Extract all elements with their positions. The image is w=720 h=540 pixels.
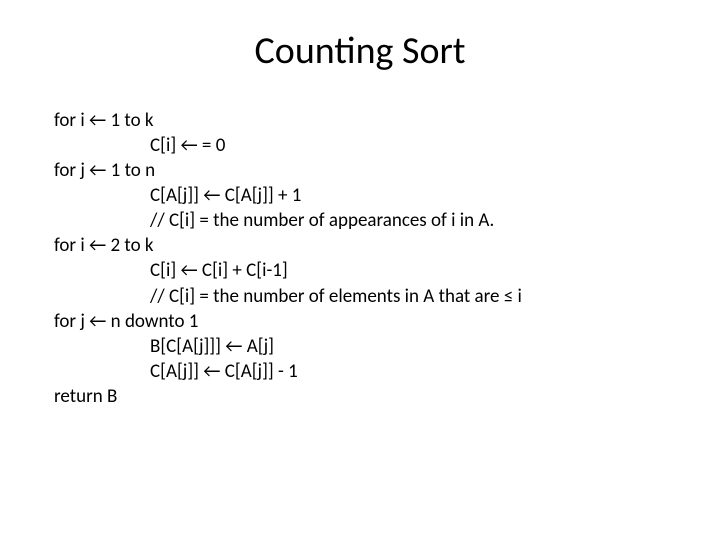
code-line: B[C[A[j]]] ← A[j] xyxy=(54,334,666,359)
pseudocode-block: for i ← 1 to k C[i] ← = 0 for j ← 1 to n… xyxy=(54,108,666,409)
code-line: for i ← 2 to k xyxy=(54,233,666,258)
slide-title: Counting Sort xyxy=(54,28,666,74)
code-line: for j ← 1 to n xyxy=(54,158,666,183)
code-line: // C[i] = the number of elements in A th… xyxy=(54,284,666,309)
code-line: C[i] ← C[i] + C[i-1] xyxy=(54,258,666,283)
code-line: for j ← n downto 1 xyxy=(54,309,666,334)
code-line: C[i] ← = 0 xyxy=(54,133,666,158)
code-line: return B xyxy=(54,384,666,409)
code-line: C[A[j]] ← C[A[j]] + 1 xyxy=(54,183,666,208)
slide: Counting Sort for i ← 1 to k C[i] ← = 0 … xyxy=(0,0,720,540)
code-line: // C[i] = the number of appearances of i… xyxy=(54,208,666,233)
code-line: C[A[j]] ← C[A[j]] - 1 xyxy=(54,359,666,384)
code-line: for i ← 1 to k xyxy=(54,108,666,133)
